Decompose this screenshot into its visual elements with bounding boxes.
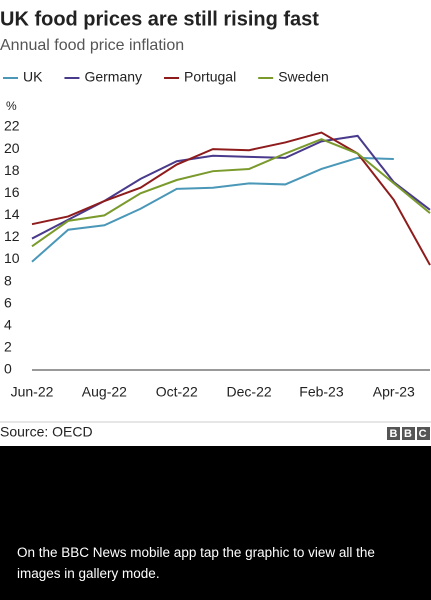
y-tick-label: 16 — [4, 184, 20, 200]
series-line — [31, 134, 431, 240]
y-tick-label: 22 — [4, 118, 20, 134]
source: Source: OECD — [0, 424, 93, 440]
legend-label: Germany — [84, 69, 142, 85]
x-tick-label: Apr-23 — [373, 384, 415, 400]
legend-label: UK — [23, 69, 43, 85]
x-tick-label: Aug-22 — [82, 384, 127, 400]
logo-block — [402, 427, 415, 440]
series-line — [31, 131, 431, 266]
caption: On the BBC News mobile app tap the graph… — [17, 545, 375, 581]
logo-text: BBC — [390, 428, 431, 440]
bbc-logo: BBC — [387, 427, 431, 440]
y-tick-label: 18 — [4, 162, 20, 178]
y-tick-label: 6 — [4, 294, 12, 310]
chart: UK food prices are still rising fast Ann… — [0, 0, 431, 446]
y-tick-label: 20 — [4, 140, 20, 156]
x-tick-label: Jun-22 — [11, 384, 54, 400]
y-axis-label: % — [6, 99, 17, 113]
x-tick-label: Feb-23 — [299, 384, 344, 400]
series-line — [31, 156, 394, 263]
y-tick-label: 2 — [4, 339, 12, 355]
y-tick-label: 0 — [4, 361, 12, 377]
y-tick-label: 10 — [4, 250, 20, 266]
chart-subtitle: Annual food price inflation — [0, 37, 184, 54]
y-tick-label: 8 — [4, 272, 12, 288]
x-tick-label: Oct-22 — [156, 384, 198, 400]
legend-label: Portugal — [184, 69, 236, 85]
y-tick-label: 4 — [4, 317, 12, 333]
chart-title: UK food prices are still rising fast — [0, 8, 319, 30]
logo-block — [417, 427, 430, 440]
x-tick-label: Dec-22 — [227, 384, 272, 400]
y-tick-label: 14 — [4, 206, 20, 222]
series-line — [31, 138, 431, 248]
legend-label: Sweden — [278, 69, 329, 85]
y-tick-label: 12 — [4, 228, 20, 244]
logo-block — [387, 427, 400, 440]
